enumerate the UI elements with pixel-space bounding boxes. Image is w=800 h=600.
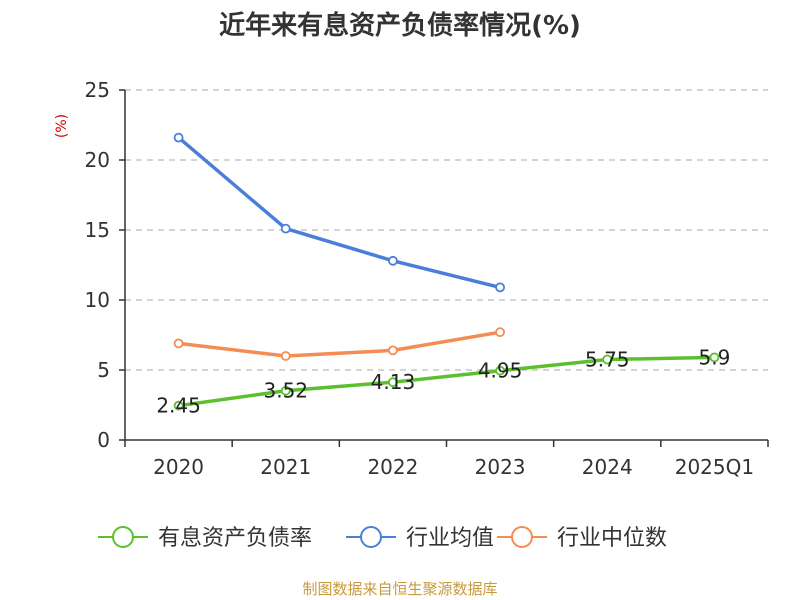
legend: 有息资产负债率 行业均值 行业中位数 xyxy=(98,526,667,551)
x-tick-label: 2025Q1 xyxy=(675,455,754,479)
data-point xyxy=(280,223,291,234)
chart-title: 近年来有息资产负债率情况(%) xyxy=(219,10,581,41)
legend-item: 行业中位数 xyxy=(497,526,667,551)
data-label: 5.75 xyxy=(585,348,630,372)
data-point xyxy=(388,255,398,266)
axes: 0 5 10 15 20 25 2020 2021 2022 2023 2024 2025Q1 xyxy=(85,78,769,479)
data-point xyxy=(602,354,613,365)
legend-marker xyxy=(112,526,134,548)
series-industry-median xyxy=(173,327,505,361)
legend-label: 行业均值 xyxy=(406,526,494,551)
series-line xyxy=(176,135,502,290)
data-source-note: 制图数据来自恒生聚源数据库 xyxy=(302,580,497,598)
data-point xyxy=(173,400,184,411)
legend-label: 行业中位数 xyxy=(557,526,667,551)
data-label: 4.95 xyxy=(478,359,523,383)
y-tick-label: 20 xyxy=(85,148,110,172)
y-tick-label: 15 xyxy=(85,218,110,242)
data-labels: 2.45 3.52 4.13 4.95 5.75 5.9 xyxy=(156,345,730,417)
data-point xyxy=(280,351,291,361)
y-axis-label: (%) xyxy=(54,114,70,138)
data-point xyxy=(388,377,398,388)
legend-marker xyxy=(360,526,382,548)
data-point xyxy=(280,385,291,396)
data-label: 5.9 xyxy=(699,345,731,369)
x-tick-label: 2020 xyxy=(153,455,204,479)
x-tick-label: 2021 xyxy=(260,455,311,479)
data-point xyxy=(388,345,398,356)
data-point xyxy=(709,352,720,363)
legend-item: 行业均值 xyxy=(346,526,494,551)
y-tick-label: 0 xyxy=(97,428,110,452)
data-point xyxy=(173,132,184,143)
legend-label: 有息资产负债率 xyxy=(158,526,312,551)
series-line xyxy=(176,355,717,408)
series-company-ratio xyxy=(173,352,720,411)
x-tick-label: 2023 xyxy=(475,455,526,479)
data-point xyxy=(495,365,505,376)
grid-lines xyxy=(125,89,768,371)
series-lines xyxy=(173,132,720,411)
x-tick-label: 2022 xyxy=(367,455,418,479)
y-tick-label: 25 xyxy=(85,78,110,102)
data-point xyxy=(495,327,505,338)
data-point xyxy=(495,282,505,293)
series-line xyxy=(176,330,502,358)
series-industry-mean xyxy=(173,132,505,293)
data-label: 3.52 xyxy=(263,379,308,403)
y-tick-label: 10 xyxy=(85,288,110,312)
data-label: 4.13 xyxy=(371,370,416,394)
data-point xyxy=(173,338,184,349)
legend-marker xyxy=(511,526,533,548)
x-tick-label: 2024 xyxy=(582,455,633,479)
legend-item: 有息资产负债率 xyxy=(98,526,312,551)
data-label: 2.45 xyxy=(156,394,201,418)
y-tick-label: 5 xyxy=(97,358,110,382)
